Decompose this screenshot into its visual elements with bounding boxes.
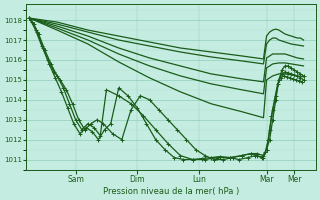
X-axis label: Pression niveau de la mer( hPa ): Pression niveau de la mer( hPa ) [103,187,239,196]
